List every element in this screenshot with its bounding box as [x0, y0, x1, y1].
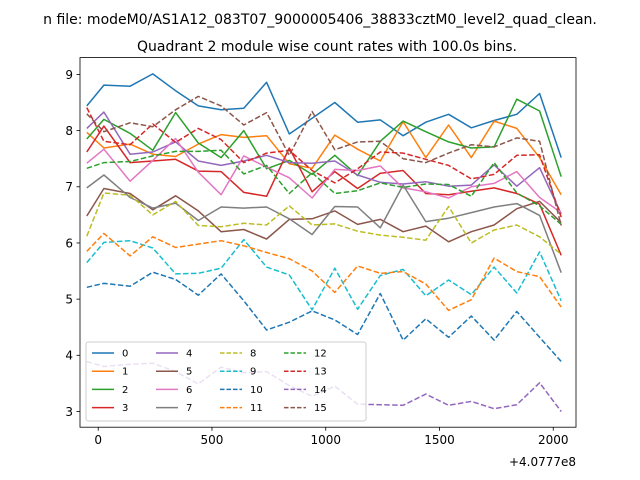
series-line-7: [86, 174, 562, 273]
x-tick-label: 0: [94, 433, 102, 447]
series-line-5: [86, 187, 562, 243]
plot-area-frame: [79, 57, 577, 428]
chart-title: Quadrant 2 module wise count rates with …: [137, 39, 517, 55]
legend-label-13: 13: [314, 367, 327, 378]
legend-label-0: 0: [122, 349, 128, 360]
series-line-3: [86, 125, 562, 256]
legend-label-4: 4: [186, 349, 192, 360]
y-axis: 3 4 5 6 7 8 9: [65, 68, 80, 419]
y-tick-label: 8: [65, 124, 73, 138]
legend-label-2: 2: [122, 385, 128, 396]
series-line-6: [86, 137, 562, 214]
x-tick-label: 1500: [424, 433, 455, 447]
legend-label-15: 15: [314, 403, 327, 414]
legend-label-12: 12: [314, 349, 327, 360]
legend-label-6: 6: [186, 385, 192, 396]
legend-label-3: 3: [122, 403, 128, 414]
series-line-9: [86, 238, 562, 311]
series-line-12: [86, 149, 562, 225]
x-offset-label: +4.0777e8: [509, 455, 576, 469]
series-line-4: [86, 111, 562, 215]
y-tick-label: 6: [65, 236, 73, 250]
series-line-10: [86, 271, 562, 362]
series-line-13: [86, 107, 562, 218]
figure-suptitle: n file: modeM0/AS1A12_083T07_9000005406_…: [43, 12, 597, 28]
legend-label-8: 8: [250, 349, 256, 360]
legend-label-5: 5: [186, 367, 192, 378]
x-axis: 0 500 1000 1500 2000: [94, 427, 569, 447]
y-tick-label: 4: [65, 349, 73, 363]
y-tick-label: 5: [65, 292, 73, 306]
x-tick-label: 2000: [538, 433, 569, 447]
series-line-1: [86, 120, 562, 196]
series-line-15: [86, 95, 562, 226]
legend-label-11: 11: [250, 403, 263, 414]
y-tick-label: 9: [65, 68, 73, 82]
legend-label-7: 7: [186, 403, 192, 414]
series-line-8: [86, 192, 562, 255]
series-line-2: [86, 98, 562, 177]
series-line-0: [86, 73, 562, 158]
x-tick-label: 500: [201, 433, 224, 447]
series-line-11: [86, 232, 562, 312]
legend-label-1: 1: [122, 367, 128, 378]
legend-label-14: 14: [314, 385, 327, 396]
series-layer: [86, 73, 562, 412]
legend-label-10: 10: [250, 385, 263, 396]
legend-frame: [85, 341, 367, 422]
y-tick-label: 7: [65, 180, 73, 194]
legend-label-9: 9: [250, 367, 256, 378]
y-tick-label: 3: [65, 405, 73, 419]
x-tick-label: 1000: [310, 433, 341, 447]
